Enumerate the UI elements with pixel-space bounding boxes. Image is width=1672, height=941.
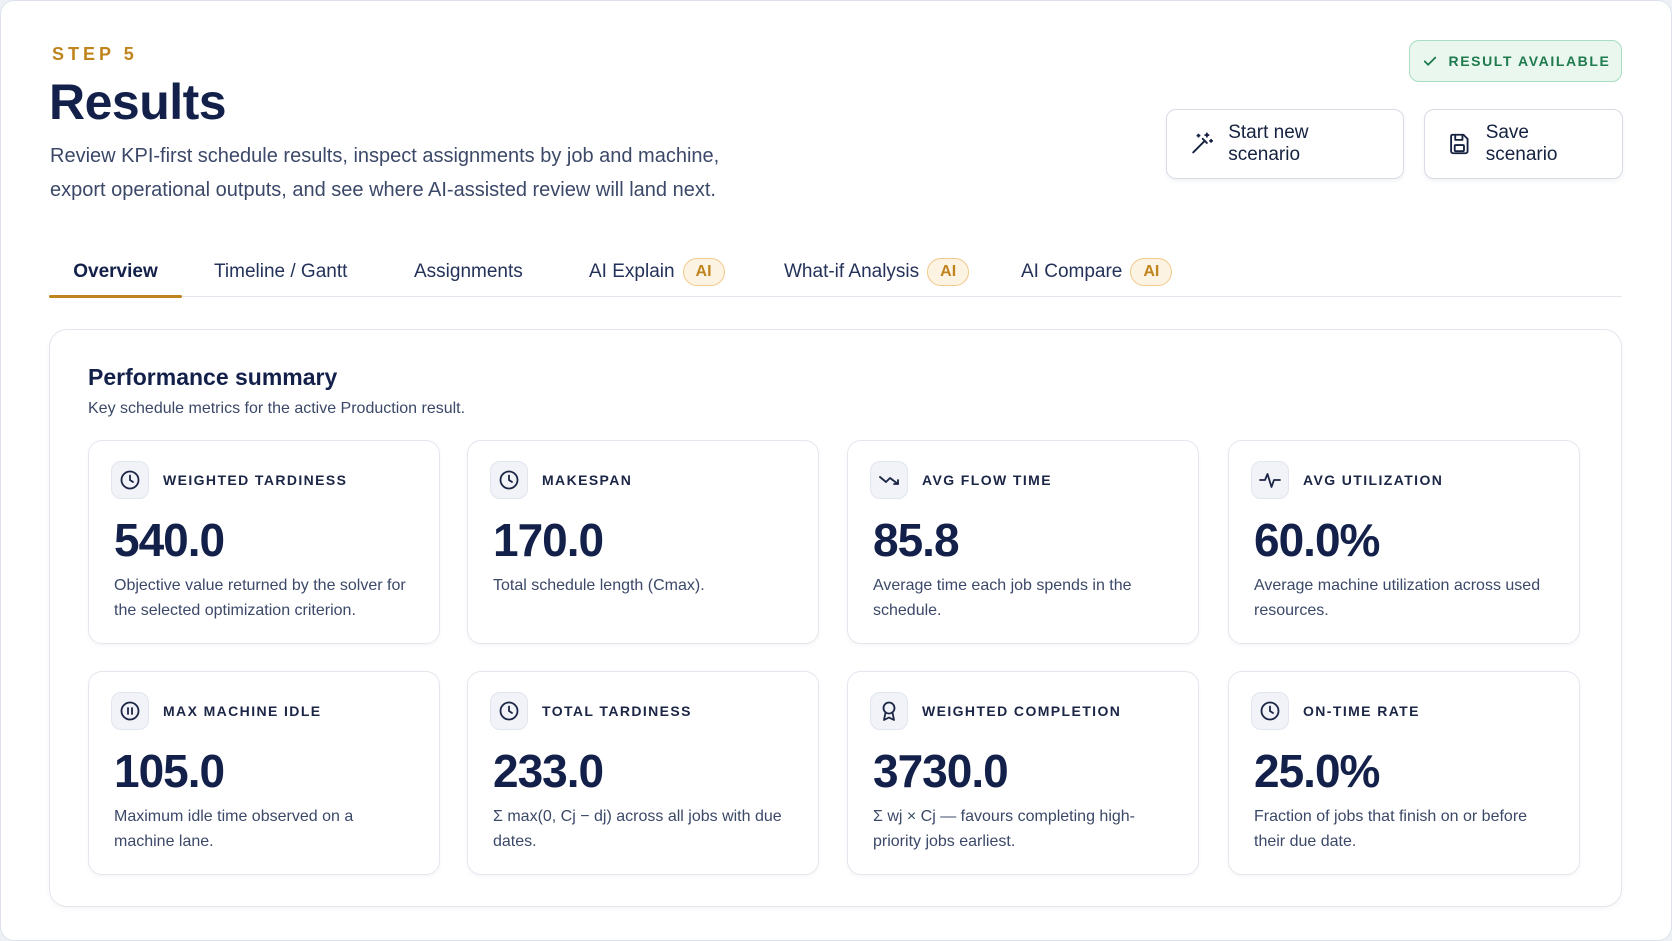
performance-summary-panel: Performance summary Key schedule metrics… <box>49 329 1622 907</box>
panel-subtitle: Key schedule metrics for the active Prod… <box>88 400 466 417</box>
metric-value: 540.0 <box>114 514 225 566</box>
metric-description: Maximum idle time observed on a machine … <box>114 808 354 850</box>
status-badge-label: RESULT AVAILABLE <box>1448 53 1611 69</box>
start-new-scenario-label: Start new scenario <box>1228 122 1309 165</box>
clock-icon <box>1251 692 1289 730</box>
page-title: Results <box>49 74 227 130</box>
metric-card-avg-utilization: AVG UTILIZATION 60.0% Average machine ut… <box>1228 440 1580 644</box>
tab-label: Assignments <box>414 260 523 282</box>
ai-badge: AI <box>1130 257 1173 286</box>
metric-description: Average machine utilization across used … <box>1254 577 1541 619</box>
clock-icon <box>111 461 149 499</box>
panel-title: Performance summary <box>88 364 338 390</box>
clock-icon <box>490 461 528 499</box>
status-badge: RESULT AVAILABLE <box>1409 40 1622 82</box>
metric-description: Σ max(0, Cj − dj) across all jobs with d… <box>493 808 782 850</box>
tab-ai-explain[interactable]: AI Explain AI <box>589 246 725 297</box>
page-description: Review KPI-first schedule results, inspe… <box>50 145 720 201</box>
tab-overview[interactable]: Overview <box>49 246 182 298</box>
metric-label: TOTAL TARDINESS <box>542 703 692 719</box>
metric-value: 85.8 <box>873 514 960 566</box>
ai-badge: AI <box>927 257 970 286</box>
metric-description: Fraction of jobs that finish on or befor… <box>1254 808 1528 850</box>
tab-label: AI Explain <box>589 260 675 282</box>
clock-icon <box>490 692 528 730</box>
metric-description: Σ wj × Cj — favours completing high-prio… <box>873 808 1135 850</box>
step-label: STEP 5 <box>52 44 138 64</box>
metric-label: WEIGHTED TARDINESS <box>163 472 348 488</box>
metric-value: 105.0 <box>114 745 225 797</box>
result-tabs: Overview Timeline / Gantt Assignments AI… <box>49 246 1622 298</box>
metric-label: AVG UTILIZATION <box>1303 472 1444 488</box>
trend-down-icon <box>870 461 908 499</box>
tab-label: Overview <box>73 260 158 282</box>
metric-label: MAX MACHINE IDLE <box>163 703 322 719</box>
tab-label: Timeline / Gantt <box>214 260 348 282</box>
pause-icon <box>111 692 149 730</box>
metric-card-max-machine-idle: MAX MACHINE IDLE 105.0 Maximum idle time… <box>88 671 440 875</box>
metric-label: MAKESPAN <box>542 472 633 488</box>
ai-badge: AI <box>682 257 725 286</box>
metric-label: WEIGHTED COMPLETION <box>922 703 1122 719</box>
metric-card-weighted-completion: WEIGHTED COMPLETION 3730.0 Σ wj × Cj — f… <box>847 671 1199 875</box>
metric-card-avg-flow-time: AVG FLOW TIME 85.8 Average time each job… <box>847 440 1199 644</box>
metric-description: Average time each job spends in the sche… <box>873 577 1132 619</box>
start-new-scenario-button[interactable]: Start new scenario <box>1166 109 1404 179</box>
tab-label: AI Compare <box>1021 260 1123 282</box>
tab-timeline-gantt[interactable]: Timeline / Gantt <box>214 246 347 297</box>
metric-value: 3730.0 <box>873 745 1009 797</box>
save-scenario-label: Save scenario <box>1485 122 1558 165</box>
check-icon <box>1423 56 1436 66</box>
metric-label: AVG FLOW TIME <box>922 472 1052 488</box>
metric-value: 170.0 <box>493 514 604 566</box>
activity-icon <box>1251 461 1289 499</box>
save-scenario-button[interactable]: Save scenario <box>1424 109 1623 179</box>
metric-value: 233.0 <box>493 745 604 797</box>
metric-card-makespan: MAKESPAN 170.0 Total schedule length (Cm… <box>467 440 819 644</box>
tab-label: What-if Analysis <box>784 260 920 282</box>
tab-assignments[interactable]: Assignments <box>414 246 523 297</box>
save-icon <box>1450 133 1469 155</box>
metric-description: Objective value returned by the solver f… <box>114 577 406 619</box>
metric-label: ON-TIME RATE <box>1303 703 1420 719</box>
metric-card-weighted-tardiness: WEIGHTED TARDINESS 540.0 Objective value… <box>88 440 440 644</box>
metric-card-total-tardiness: TOTAL TARDINESS 233.0 Σ max(0, Cj − dj) … <box>467 671 819 875</box>
award-icon <box>870 692 908 730</box>
metric-card-on-time-rate: ON-TIME RATE 25.0% Fraction of jobs that… <box>1228 671 1580 875</box>
metric-description: Total schedule length (Cmax). <box>493 577 705 594</box>
tab-ai-compare[interactable]: AI Compare AI <box>1021 246 1173 297</box>
tab-what-if-analysis[interactable]: What-if Analysis AI <box>784 246 970 297</box>
magic-wand-icon <box>1192 132 1214 154</box>
metric-value: 60.0% <box>1254 514 1380 566</box>
metric-value: 25.0% <box>1254 745 1380 797</box>
